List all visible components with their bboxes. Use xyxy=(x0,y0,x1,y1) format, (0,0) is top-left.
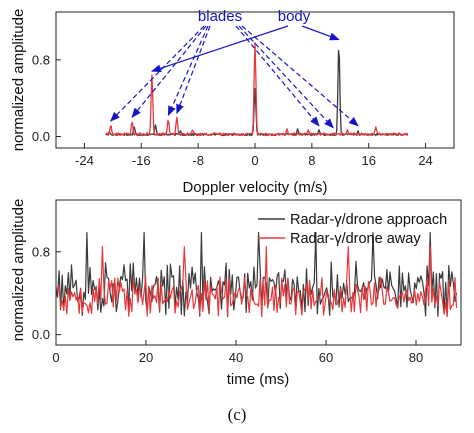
annotation-arrow-0-4 xyxy=(235,25,320,127)
bottom-plot-frame xyxy=(55,199,462,346)
legend-label-away: Radar-γ/drone away xyxy=(290,231,421,247)
bottom-y-tick-label: 0.8 xyxy=(32,244,50,259)
bottom-series-line-1 xyxy=(55,246,458,318)
bottom-series-line-0 xyxy=(55,232,458,318)
top-annotations xyxy=(110,25,359,129)
annotation-arrow-0-5 xyxy=(238,25,334,129)
legend: Radar-γ/drone approach Radar-γ/drone awa… xyxy=(258,212,447,247)
time-series-chart: 0 20 40 60 80 0.0 0.8 Radar-γ/drone approach R… xyxy=(10,199,462,388)
top-x-tick-label: 0 xyxy=(251,153,258,168)
bottom-y-axis-title: normalized amplitude xyxy=(10,199,27,342)
top-x-tick-label: -8 xyxy=(192,153,204,168)
bottom-axis-ticks: 0 20 40 60 80 0.0 0.8 xyxy=(32,244,423,365)
top-y-axis-title: normalized amplitude xyxy=(10,9,27,152)
top-x-tick-label: 16 xyxy=(361,153,375,168)
top-plot-frame xyxy=(55,11,455,149)
top-x-axis-title: Doppler velocity (m/s) xyxy=(182,179,327,196)
bottom-x-axis-title: time (ms) xyxy=(227,371,290,388)
panel-label: (c) xyxy=(228,405,247,424)
bottom-x-tick-label: 0 xyxy=(52,350,59,365)
bottom-x-tick-label: 80 xyxy=(409,350,423,365)
annotation-arrow-0-0 xyxy=(110,25,205,122)
top-axis-ticks: -24 -16 -8 0 8 16 24 0.0 0.8 xyxy=(32,52,433,168)
bottom-y-tick-label: 0.0 xyxy=(32,327,50,342)
doppler-spectrum-chart: -24 -16 -8 0 8 16 24 0.0 0.8 blades body Doppler… xyxy=(10,8,455,196)
bottom-x-tick-label: 40 xyxy=(229,350,243,365)
top-x-tick-label: -24 xyxy=(75,153,94,168)
annotation-arrow-1-0 xyxy=(150,25,289,73)
annotation-blades-label: blades xyxy=(198,8,242,25)
bottom-series-group xyxy=(55,232,458,318)
annotation-arrow-1-1 xyxy=(301,25,340,41)
annotation-arrow-0-2 xyxy=(167,25,209,117)
annotation-body-label: body xyxy=(278,8,311,25)
top-x-tick-label: 24 xyxy=(418,153,432,168)
bottom-x-tick-label: 60 xyxy=(319,350,333,365)
annotation-arrow-0-1 xyxy=(131,25,207,118)
top-x-tick-label: -16 xyxy=(132,153,151,168)
annotation-arrow-0-6 xyxy=(241,25,359,127)
top-series-line-1 xyxy=(105,41,409,136)
top-y-tick-label: 0.8 xyxy=(32,52,50,67)
annotation-arrow-0-3 xyxy=(176,25,211,115)
top-x-tick-label: 8 xyxy=(308,153,315,168)
legend-label-approach: Radar-γ/drone approach xyxy=(290,212,447,228)
top-y-tick-label: 0.0 xyxy=(32,129,50,144)
bottom-x-tick-label: 20 xyxy=(139,350,153,365)
top-series-group xyxy=(105,41,409,137)
